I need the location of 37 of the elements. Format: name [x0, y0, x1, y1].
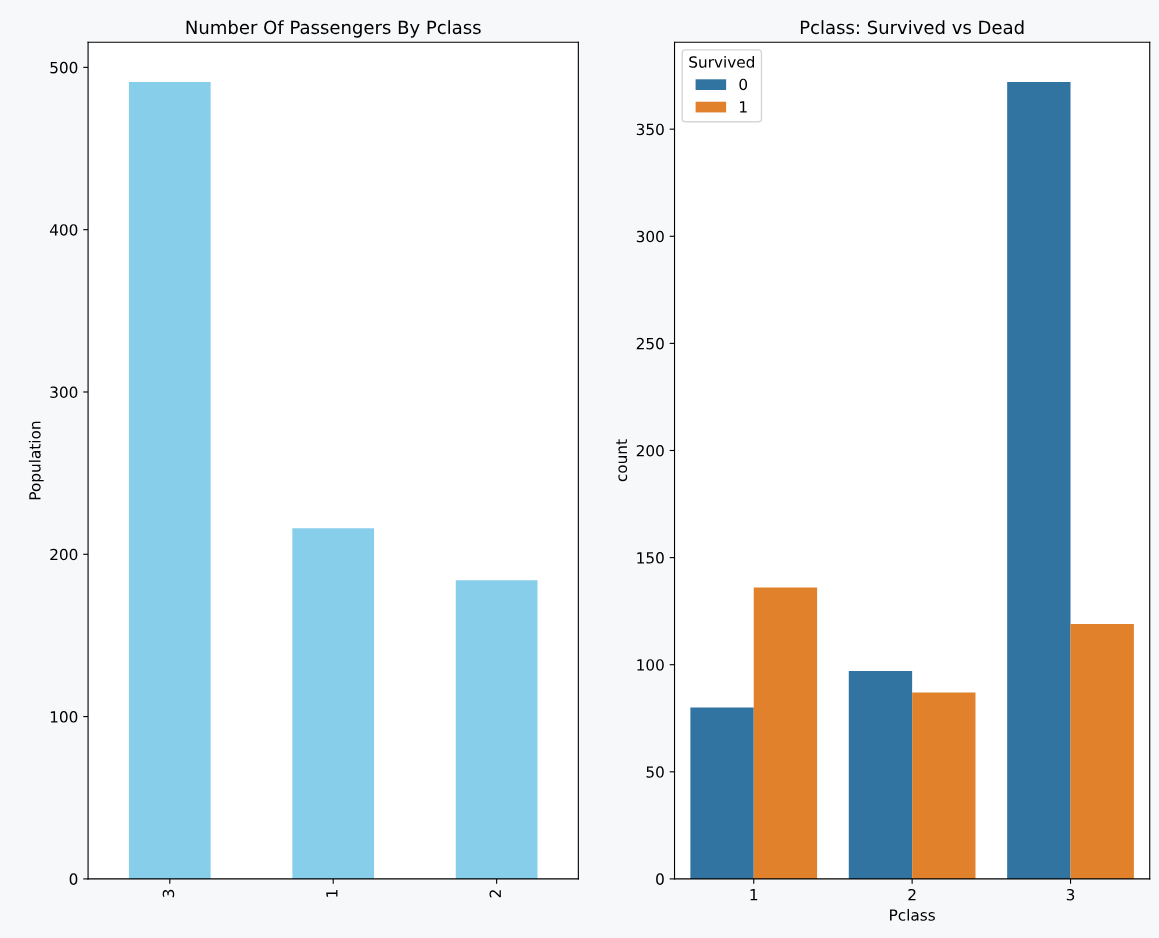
bar — [455, 580, 538, 879]
y-tick-label: 150 — [637, 552, 664, 564]
x-tick-label: 1 — [326, 890, 338, 897]
legend-label: 1 — [740, 101, 747, 113]
chart-title: Number Of Passengers By Pclass — [186, 20, 481, 38]
bar — [292, 528, 375, 879]
bar — [1007, 82, 1071, 879]
bar — [1070, 624, 1134, 879]
bar — [128, 81, 211, 879]
bar — [690, 707, 754, 879]
y-axis-title: Population — [28, 421, 44, 500]
chart-title: Pclass: Survived vs Dead — [800, 20, 1024, 35]
x-tick-label: 1 — [750, 889, 758, 901]
y-tick-label: 300 — [50, 386, 78, 398]
y-tick-label: 300 — [636, 230, 664, 243]
x-tick-label: 3 — [1066, 888, 1075, 901]
y-tick-label: 400 — [49, 224, 78, 236]
y-tick-label: 100 — [50, 711, 78, 723]
x-axis-title: Pclass — [890, 908, 935, 921]
x-tick-label: 2 — [908, 888, 916, 901]
y-tick-label: 200 — [636, 444, 664, 457]
y-tick-label: 500 — [50, 61, 78, 74]
bar — [848, 671, 913, 879]
y-tick-label: 0 — [656, 873, 664, 885]
y-tick-label: 200 — [50, 548, 78, 561]
y-tick-label: 250 — [636, 337, 664, 350]
x-tick-label: 3 — [162, 889, 175, 898]
bar — [912, 692, 976, 879]
y-tick-label: 100 — [637, 659, 664, 671]
y-tick-label: 50 — [646, 766, 664, 778]
legend-title: Survived — [689, 55, 754, 68]
y-axis-title: count — [616, 439, 628, 482]
y-tick-label: 350 — [636, 123, 664, 136]
x-tick-label: 2 — [489, 890, 501, 898]
y-tick-label: 0 — [69, 873, 78, 885]
legend-label: 0 — [739, 78, 748, 91]
bar — [753, 587, 818, 879]
